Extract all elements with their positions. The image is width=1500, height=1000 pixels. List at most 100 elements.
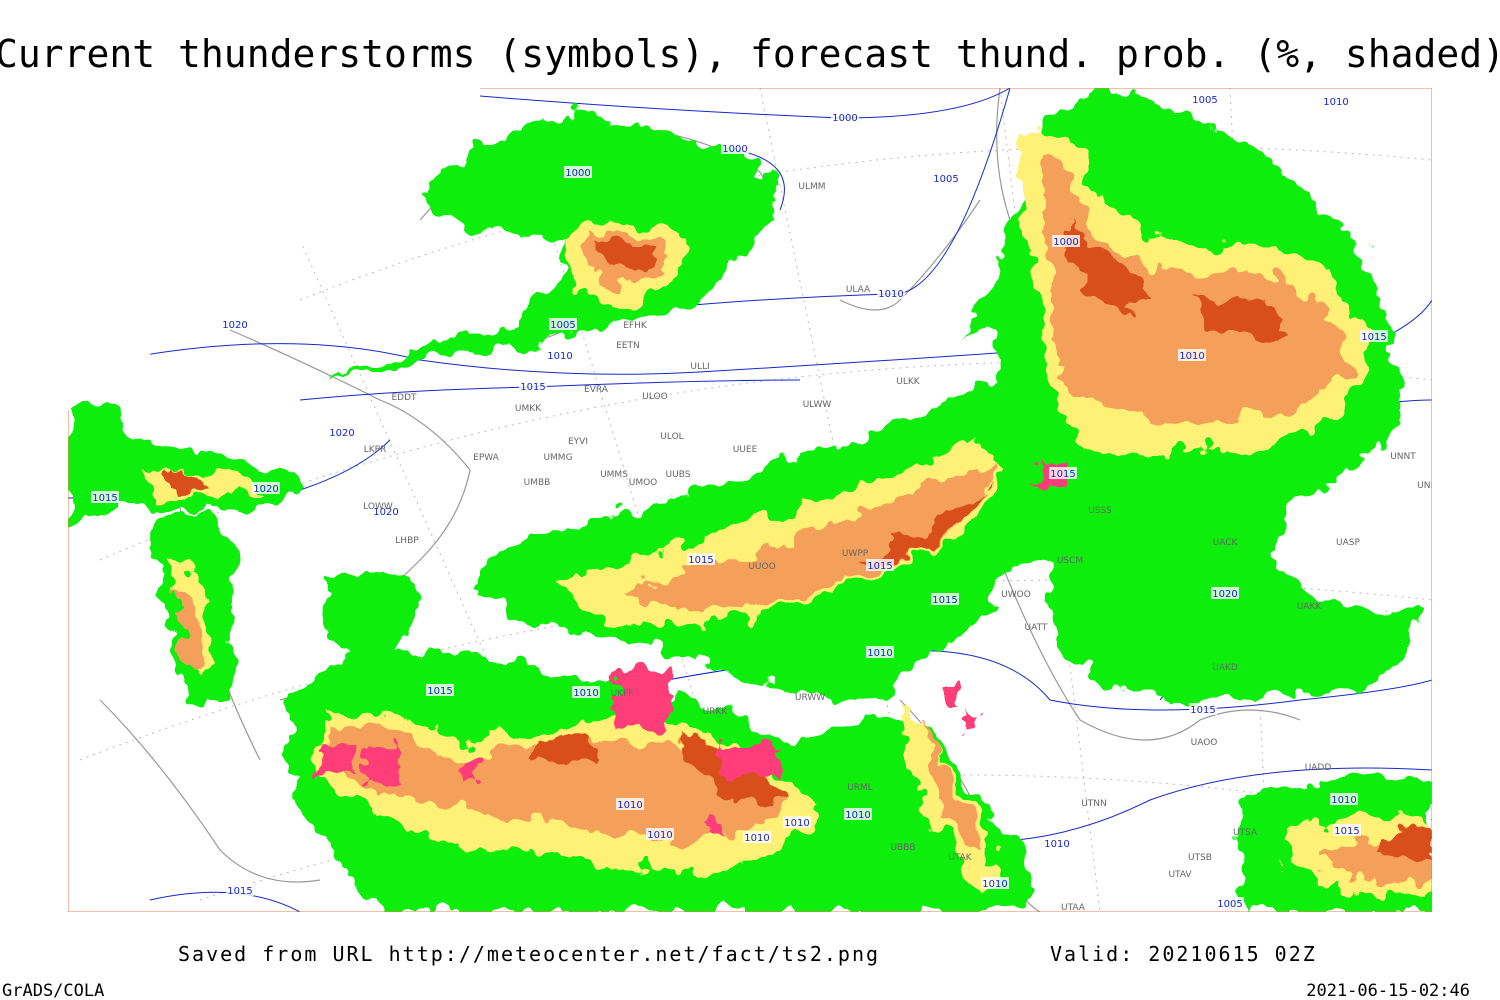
isobar-label: 1010 — [878, 289, 903, 300]
station-label: URKK — [703, 707, 729, 717]
isobar-label-bg — [616, 798, 644, 810]
isobar-label-bg — [1178, 349, 1206, 361]
isobar-label-bg — [1052, 235, 1080, 247]
isobar-label-bg — [981, 877, 1009, 889]
station-label: UBBB — [890, 843, 915, 853]
isobar-label: 1015 — [1190, 705, 1215, 716]
isobar-label: 1010 — [784, 818, 809, 829]
station-label: UACK — [1213, 538, 1239, 548]
isobar-label-bg — [743, 831, 771, 843]
isobar-label: 1015 — [867, 561, 892, 572]
isobar-label-bg — [426, 684, 454, 696]
isobar-label: 1015 — [227, 886, 252, 897]
station-label: UTAK — [948, 853, 973, 863]
station-label: UATT — [1025, 623, 1048, 633]
isobar-label: 1015 — [1361, 332, 1386, 343]
station-label: UNBB — [1417, 481, 1443, 491]
isobar-label: 1020 — [222, 320, 247, 331]
station-label: ULAA — [846, 285, 871, 295]
isobar-label-bg — [328, 426, 356, 438]
station-label: UMKK — [515, 404, 542, 414]
station-label: ULWW — [803, 400, 832, 410]
isobar-label-bg — [1189, 703, 1217, 715]
isobar-label-bg — [549, 318, 577, 330]
station-label: ULLI — [690, 362, 709, 372]
isobar-label-bg — [572, 686, 600, 698]
isobar-label: 1010 — [744, 833, 769, 844]
station-label: UTNN — [1081, 799, 1107, 809]
isobar-label: 1020 — [1212, 589, 1237, 600]
isobar-label: 1010 — [982, 879, 1007, 890]
station-label: LKPR — [364, 445, 387, 455]
isobar-label: 1010 — [1179, 351, 1204, 362]
isobar-label: 1010 — [1323, 97, 1348, 108]
station-label: EFHK — [623, 321, 648, 331]
isobar-label-bg — [866, 646, 894, 658]
station-label: ULOO — [642, 392, 667, 402]
station-label: USSS — [1088, 506, 1112, 516]
isobar-label: 1005 — [933, 174, 958, 185]
map-area: 1000 1000 1000 1005 1005 1010 1000 1010 1005 1010… — [68, 88, 1443, 913]
isobar-label-bg — [1049, 467, 1077, 479]
station-label: LHBP — [395, 536, 419, 546]
map-title: Current thunderstorms (symbols), forecas… — [0, 32, 1500, 76]
station-label: URML — [847, 783, 873, 793]
station-label: UTSB — [1188, 853, 1212, 863]
isobar-label-bg — [932, 172, 960, 184]
station-label: UTAA — [1061, 903, 1086, 913]
isobar-label: 1010 — [647, 830, 672, 841]
isobar-label-bg — [372, 505, 400, 517]
station-label: EYVI — [568, 437, 588, 447]
isobar-label-bg — [1360, 330, 1388, 342]
isobar-label-bg — [1191, 93, 1219, 105]
thunderstorm-symbols — [320, 462, 1070, 834]
probability-shading — [68, 89, 1432, 912]
station-label: UAKK — [1297, 602, 1323, 612]
isobar-label-bg — [1043, 837, 1071, 849]
isobar-label: 1015 — [1334, 826, 1359, 837]
isobar-label-bg — [877, 287, 905, 299]
station-label: UMOO — [629, 478, 658, 488]
isobar-label-bg — [1216, 897, 1244, 909]
isobar-label-bg — [866, 559, 894, 571]
station-label: UWOO — [1001, 590, 1031, 600]
station-label: UTSA — [1233, 828, 1258, 838]
isobar-label: 1010 — [1331, 795, 1356, 806]
station-labels: ULMM ULAA EFHK EETN ULLI EVRA ULOO EDDT UMKK ULWW… — [363, 182, 1443, 913]
station-label: UUEE — [733, 445, 758, 455]
isobar-label: 1020 — [253, 484, 278, 495]
isobar-label: 1020 — [373, 507, 398, 518]
isobar-label-bg — [1322, 95, 1350, 107]
software-credit: GrADS/COLA — [2, 981, 104, 1000]
station-label: EVRA — [584, 385, 609, 395]
station-label: UASP — [1336, 538, 1360, 548]
isobar-label: 1015 — [92, 493, 117, 504]
isobar-label: 1010 — [845, 810, 870, 821]
isobar-label-bg — [546, 349, 574, 361]
isobar-label-bg — [221, 318, 249, 330]
station-label: EDDT — [391, 393, 417, 403]
station-label: UADD — [1305, 763, 1332, 773]
isobar-label: 1005 — [1192, 95, 1217, 106]
isobar-label: 1005 — [1217, 899, 1242, 910]
isobar-label-bg — [831, 111, 859, 123]
isobar-label-bg — [687, 553, 715, 565]
isobar-label: 1015 — [520, 382, 545, 393]
isobar-label: 1000 — [565, 168, 590, 179]
isobar-label: 1000 — [1053, 237, 1078, 248]
station-label: UAKD — [1212, 663, 1238, 673]
valid-time: Valid: 20210615 02Z — [1050, 942, 1317, 966]
station-label: ULMM — [798, 182, 825, 192]
isobar-label: 1000 — [722, 144, 747, 155]
isobar-label: 1005 — [550, 320, 575, 331]
isobar-label-bg — [252, 482, 280, 494]
station-label: EPWA — [473, 453, 500, 463]
station-label: UMMG — [543, 453, 572, 463]
station-label: UTAV — [1168, 870, 1192, 880]
isobar-label: 1015 — [1050, 469, 1075, 480]
station-label: UUOO — [748, 562, 775, 572]
station-label: UKFF — [611, 689, 634, 699]
isobar-labels: 1000 1000 1000 1005 1005 1010 1000 1010 1005 1010… — [91, 93, 1388, 910]
isobar-label-bg — [931, 593, 959, 605]
isobar-label: 1010 — [867, 648, 892, 659]
